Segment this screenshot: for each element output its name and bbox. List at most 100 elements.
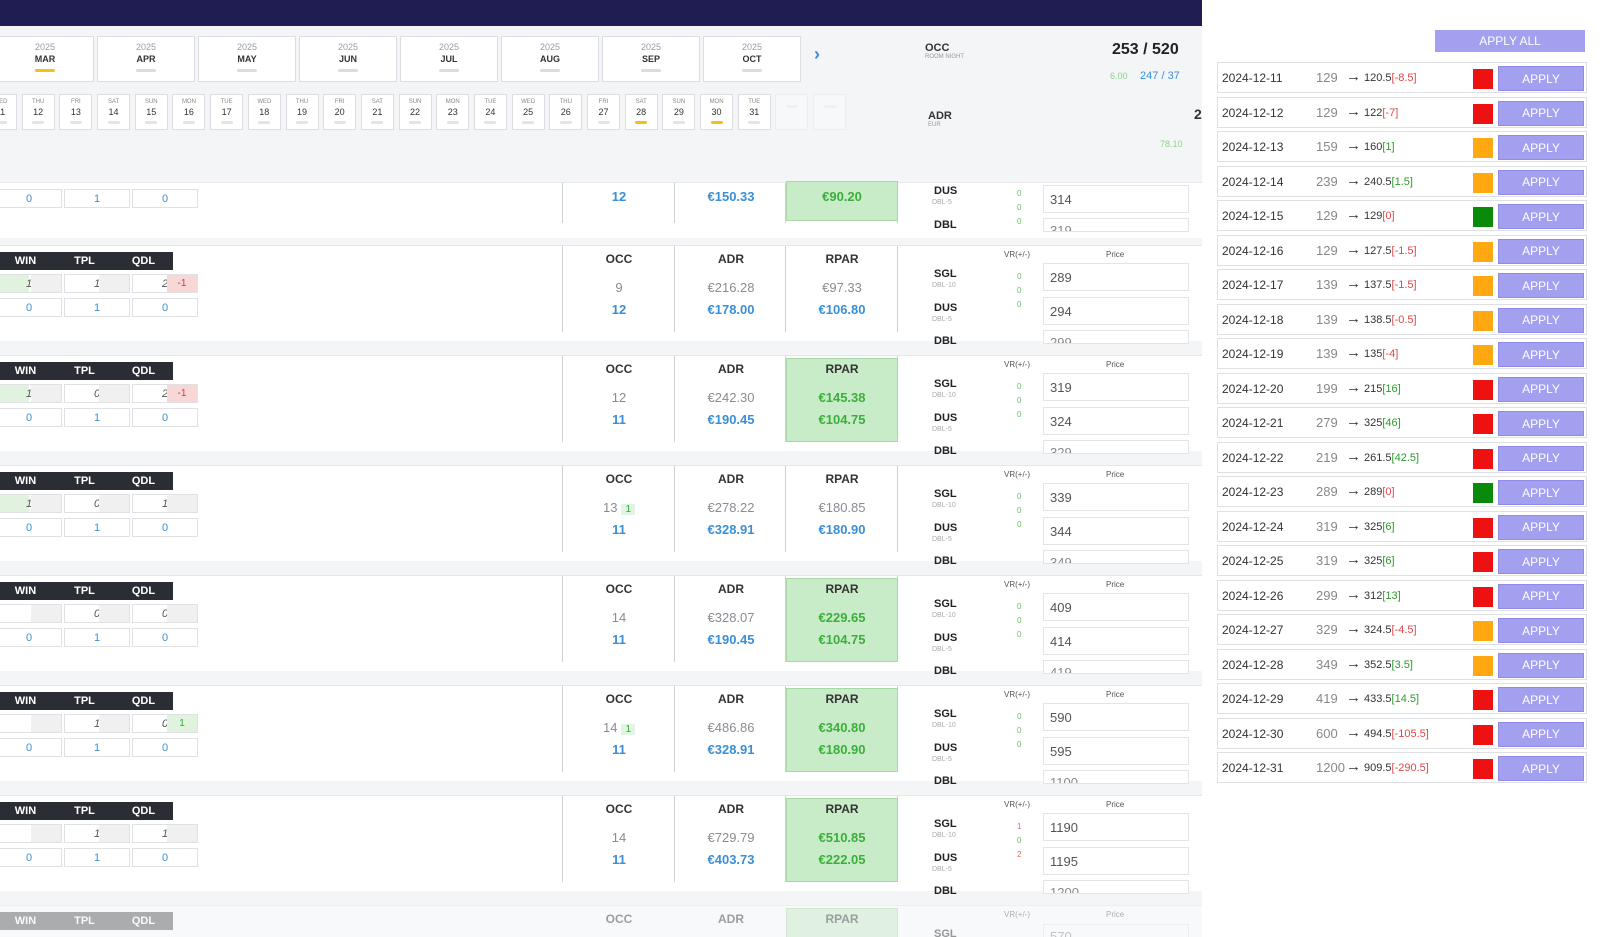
day-tab-31[interactable]: TUE 31 xyxy=(737,94,771,130)
occupancy-cell[interactable]: 0 xyxy=(132,189,198,208)
price-input-dus[interactable]: 414 xyxy=(1043,627,1189,655)
price-input-sgl[interactable]: 570 xyxy=(1043,924,1189,937)
occupancy-cell[interactable]: 2 -1 xyxy=(132,384,198,403)
price-input-dus[interactable]: 294 xyxy=(1043,297,1189,325)
price-input-dus[interactable]: 595 xyxy=(1043,737,1189,765)
price-input-sgl[interactable]: 289 xyxy=(1043,263,1189,291)
day-tab-22[interactable]: SUN 22 xyxy=(398,94,432,130)
apply-button[interactable]: APPLY xyxy=(1498,618,1584,643)
month-tab-jun[interactable]: 2025 JUN xyxy=(299,36,397,82)
month-tab-jul[interactable]: 2025 JUL xyxy=(400,36,498,82)
month-tab-aug[interactable]: 2025 AUG xyxy=(501,36,599,82)
month-tab-may[interactable]: 2025 MAY xyxy=(198,36,296,82)
price-input-dbl[interactable]: 349 xyxy=(1043,550,1189,564)
occupancy-cell[interactable]: 0 xyxy=(64,494,130,513)
apply-button[interactable]: APPLY xyxy=(1498,583,1584,609)
occupancy-cell[interactable]: 1 xyxy=(132,494,198,513)
apply-button[interactable]: APPLY xyxy=(1498,411,1584,436)
price-input-dbl[interactable]: 329 xyxy=(1043,440,1189,454)
day-tab-17[interactable]: TUE 17 xyxy=(210,94,244,130)
occupancy-cell[interactable]: 1 xyxy=(64,298,130,317)
day-tab-18[interactable]: WED 18 xyxy=(247,94,281,130)
occupancy-cell[interactable]: 1 xyxy=(64,518,130,537)
apply-button[interactable]: APPLY xyxy=(1498,514,1584,540)
occupancy-cell[interactable]: 0 xyxy=(132,848,198,867)
apply-button[interactable]: APPLY xyxy=(1498,307,1584,333)
occupancy-cell[interactable]: 1 xyxy=(0,274,62,293)
occupancy-cell[interactable]: 1 xyxy=(64,189,130,208)
day-tab-27[interactable]: FRI 27 xyxy=(587,94,620,130)
day-tab-21[interactable]: SAT 21 xyxy=(360,94,394,130)
price-input[interactable]: 319 xyxy=(1043,218,1189,232)
month-tab-oct[interactable]: 2025 OCT xyxy=(703,36,801,82)
occupancy-cell[interactable]: 0 xyxy=(132,298,198,317)
apply-button[interactable]: APPLY xyxy=(1498,66,1584,91)
occupancy-cell[interactable]: 0 xyxy=(132,518,198,537)
apply-all-button[interactable]: APPLY ALL xyxy=(1435,30,1585,52)
day-tab-24[interactable]: TUE 24 xyxy=(473,94,507,130)
apply-button[interactable]: APPLY xyxy=(1498,169,1584,195)
occupancy-cell[interactable]: 0 xyxy=(132,408,198,427)
price-input[interactable]: 314 xyxy=(1043,185,1189,213)
price-input-dbl[interactable]: 419 xyxy=(1043,660,1189,674)
apply-button[interactable]: APPLY xyxy=(1498,204,1584,229)
apply-button[interactable]: APPLY xyxy=(1498,721,1584,747)
price-input-dbl[interactable]: 1100 xyxy=(1043,770,1189,784)
day-tab-19[interactable]: THU 19 xyxy=(285,94,319,130)
day-tab-29[interactable]: SUN 29 xyxy=(662,94,696,130)
day-tab-28[interactable]: SAT 28 xyxy=(624,94,658,130)
day-tab-25[interactable]: WED 25 xyxy=(511,94,545,130)
occupancy-cell[interactable]: 1 xyxy=(64,714,130,733)
occupancy-cell[interactable]: 0 xyxy=(0,628,62,647)
occupancy-cell[interactable]: 0 xyxy=(132,604,198,623)
price-input-dus[interactable]: 1195 xyxy=(1043,847,1189,875)
price-input-sgl[interactable]: 590 xyxy=(1043,703,1189,731)
apply-button[interactable]: APPLY xyxy=(1498,687,1584,712)
occupancy-cell[interactable]: 0 xyxy=(0,189,62,208)
occupancy-cell[interactable]: 0 xyxy=(64,604,130,623)
month-tab-apr[interactable]: 2025 APR xyxy=(97,36,195,82)
occupancy-cell[interactable]: 1 xyxy=(132,824,198,843)
price-input-sgl[interactable]: 1190 xyxy=(1043,813,1189,841)
apply-button[interactable]: APPLY xyxy=(1498,480,1584,505)
month-tab-sep[interactable]: 2025 SEP xyxy=(602,36,700,82)
apply-button[interactable]: APPLY xyxy=(1498,100,1584,126)
day-tab-20[interactable]: FRI 20 xyxy=(323,94,357,130)
apply-button[interactable]: APPLY xyxy=(1498,376,1584,402)
occupancy-cell[interactable] xyxy=(0,604,62,623)
occupancy-cell[interactable]: 1 xyxy=(0,384,62,403)
apply-button[interactable]: APPLY xyxy=(1498,652,1584,678)
apply-button[interactable]: APPLY xyxy=(1498,238,1584,264)
day-tab-15[interactable]: SUN 15 xyxy=(134,94,168,130)
occupancy-cell[interactable]: 1 xyxy=(64,738,130,757)
day-tab-26[interactable]: THU 26 xyxy=(549,94,583,130)
price-input-sgl[interactable]: 339 xyxy=(1043,483,1189,511)
occupancy-cell[interactable]: 2 -1 xyxy=(132,274,198,293)
occupancy-cell[interactable]: 1 xyxy=(64,408,130,427)
day-tab-11[interactable]: WED 11 xyxy=(0,94,17,130)
day-tab-blank-21[interactable] xyxy=(775,94,809,130)
occupancy-cell[interactable]: 1 xyxy=(64,274,130,293)
day-tab-23[interactable]: MON 23 xyxy=(436,94,470,130)
apply-button[interactable]: APPLY xyxy=(1498,342,1584,367)
price-input-sgl[interactable]: 319 xyxy=(1043,373,1189,401)
apply-button[interactable]: APPLY xyxy=(1498,135,1584,160)
day-tab-13[interactable]: FRI 13 xyxy=(59,94,93,130)
occupancy-cell[interactable]: 0 xyxy=(0,298,62,317)
occupancy-cell[interactable] xyxy=(0,824,62,843)
price-input-dbl[interactable]: 1200 xyxy=(1043,880,1189,894)
occupancy-cell[interactable]: 0 xyxy=(0,408,62,427)
occupancy-cell[interactable]: 0 xyxy=(64,384,130,403)
price-input-dus[interactable]: 324 xyxy=(1043,407,1189,435)
chevron-right-icon[interactable]: › xyxy=(814,44,820,64)
day-tab-14[interactable]: SAT 14 xyxy=(97,94,131,130)
price-input-dbl[interactable]: 299 xyxy=(1043,330,1189,344)
month-tab-mar[interactable]: 2025 MAR xyxy=(0,36,94,82)
occupancy-cell[interactable]: 0 xyxy=(132,628,198,647)
day-tab-30[interactable]: MON 30 xyxy=(700,94,734,130)
occupancy-cell[interactable]: 1 xyxy=(64,848,130,867)
occupancy-cell[interactable]: 1 xyxy=(64,628,130,647)
day-tab-16[interactable]: MON 16 xyxy=(172,94,206,130)
apply-button[interactable]: APPLY xyxy=(1498,273,1584,298)
